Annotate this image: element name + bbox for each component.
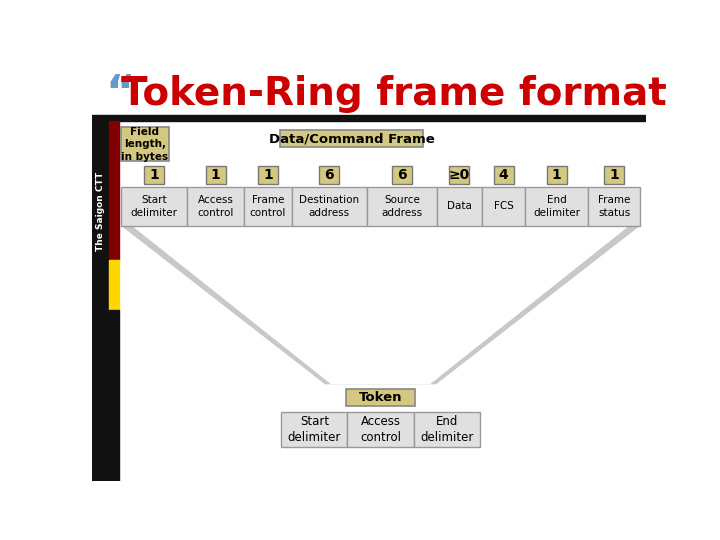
Text: Start
delimiter: Start delimiter <box>131 195 178 218</box>
Text: 1: 1 <box>263 168 273 182</box>
Polygon shape <box>121 226 640 384</box>
Text: 1: 1 <box>211 168 220 182</box>
Text: End
delimiter: End delimiter <box>534 195 580 218</box>
Bar <box>604 166 624 184</box>
Bar <box>414 412 480 448</box>
Bar <box>121 187 187 226</box>
Text: “: “ <box>106 72 135 116</box>
Bar <box>121 127 168 161</box>
Text: Access
control: Access control <box>360 415 401 444</box>
Bar <box>348 412 414 448</box>
Bar <box>109 309 119 481</box>
Text: Source
address: Source address <box>382 195 423 218</box>
Bar <box>187 187 244 226</box>
Text: Field
length,
in bytes: Field length, in bytes <box>122 127 168 161</box>
Bar <box>206 166 226 184</box>
Bar <box>144 166 164 184</box>
Bar <box>525 187 588 226</box>
Text: Token: Token <box>359 391 402 404</box>
Text: Frame
status: Frame status <box>598 195 630 218</box>
Text: 1: 1 <box>552 168 562 182</box>
Bar <box>449 166 469 184</box>
Text: 1: 1 <box>149 168 159 182</box>
Text: 4: 4 <box>499 168 508 182</box>
Bar <box>244 187 292 226</box>
Bar <box>367 187 437 226</box>
Bar <box>109 121 119 260</box>
Bar <box>109 260 119 309</box>
Text: 6: 6 <box>397 168 407 182</box>
Bar <box>258 166 278 184</box>
Text: Token-Ring frame format: Token-Ring frame format <box>121 75 667 113</box>
Text: 1: 1 <box>609 168 619 182</box>
Bar <box>292 187 367 226</box>
Text: 6: 6 <box>325 168 334 182</box>
Polygon shape <box>132 226 629 384</box>
Text: Destination
address: Destination address <box>300 195 359 218</box>
Bar <box>282 412 348 448</box>
Bar <box>346 389 415 406</box>
Text: Start
delimiter: Start delimiter <box>288 415 341 444</box>
Bar <box>482 187 525 226</box>
Text: Frame
control: Frame control <box>250 195 286 218</box>
Text: Data: Data <box>447 201 472 212</box>
Bar <box>437 187 482 226</box>
Text: Access
control: Access control <box>197 195 234 218</box>
Bar <box>92 121 109 481</box>
Bar <box>320 166 339 184</box>
Bar <box>494 166 513 184</box>
Bar <box>281 130 423 147</box>
Text: Data/Command Frame: Data/Command Frame <box>269 132 435 145</box>
Bar <box>588 187 640 226</box>
Text: ≥0: ≥0 <box>449 168 470 182</box>
Text: End
delimiter: End delimiter <box>420 415 474 444</box>
Text: The Saigon CTT: The Saigon CTT <box>96 172 105 251</box>
Bar <box>392 166 412 184</box>
Bar <box>92 115 647 121</box>
Text: FCS: FCS <box>494 201 513 212</box>
Bar <box>546 166 567 184</box>
